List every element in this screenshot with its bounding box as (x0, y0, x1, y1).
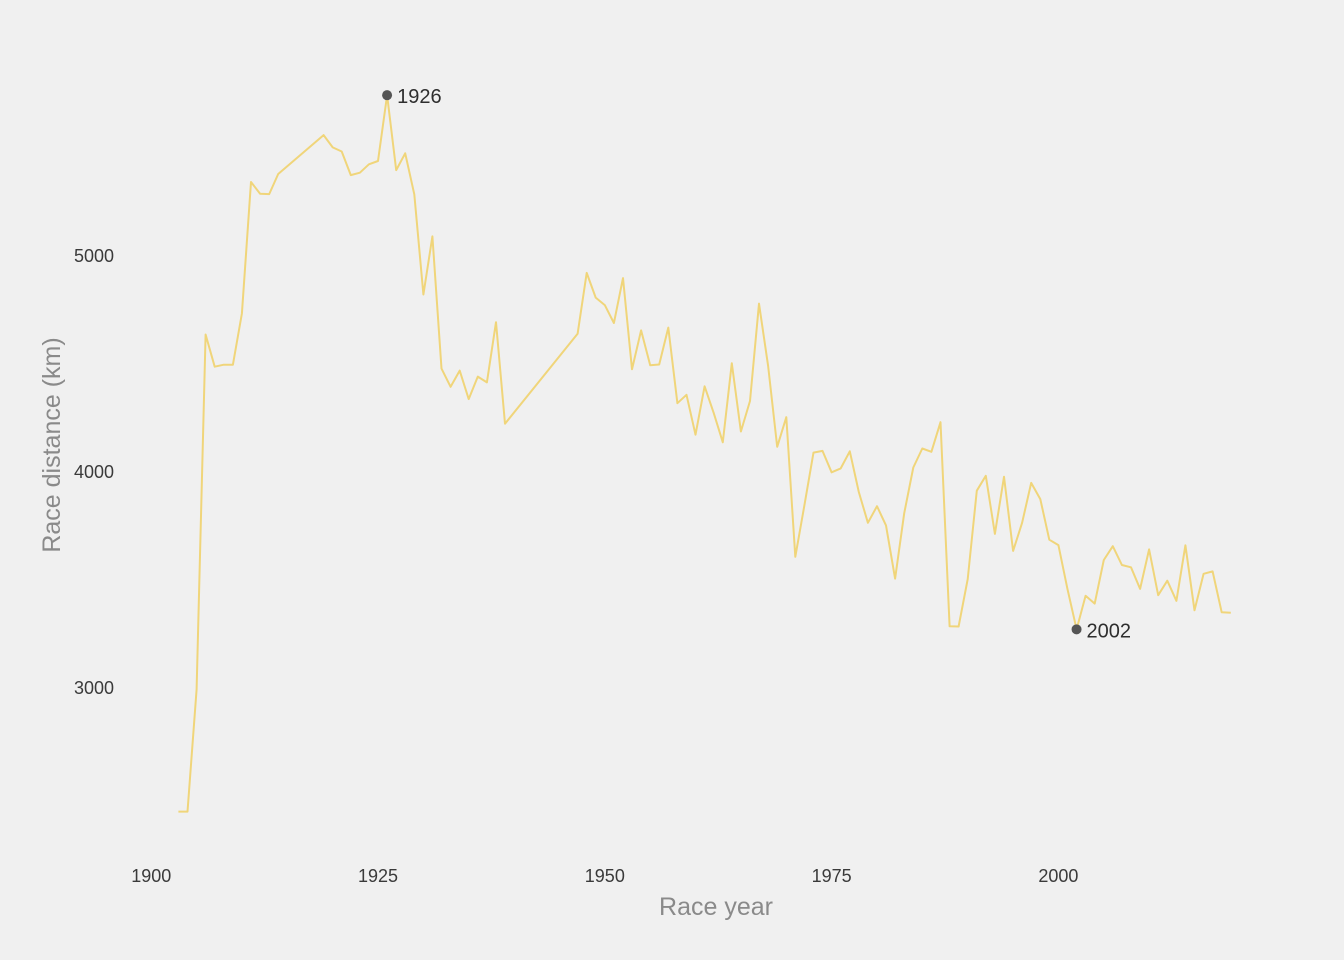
x-tick-label: 1925 (358, 866, 398, 886)
x-tick-label: 2000 (1038, 866, 1078, 886)
annotation-point (1071, 624, 1082, 635)
annotations: 1926 2002 (382, 86, 1131, 642)
x-tick-label: 1950 (585, 866, 625, 886)
x-axis-title: Race year (659, 893, 773, 921)
x-axis-ticks: 1900 1925 1950 1975 2000 (131, 866, 1078, 886)
y-tick-label: 5000 (74, 246, 114, 266)
annotation-label: 2002 (1087, 620, 1132, 642)
annotation-label: 1926 (397, 86, 442, 108)
y-axis-title: Race distance (km) (38, 337, 66, 552)
race-distance-line (178, 94, 1231, 813)
y-tick-label: 3000 (74, 678, 114, 698)
y-tick-label: 4000 (74, 462, 114, 482)
annotation-point (382, 90, 393, 101)
y-axis-ticks: 3000 4000 5000 (74, 246, 114, 698)
x-tick-label: 1900 (131, 866, 171, 886)
x-tick-label: 1975 (812, 866, 852, 886)
